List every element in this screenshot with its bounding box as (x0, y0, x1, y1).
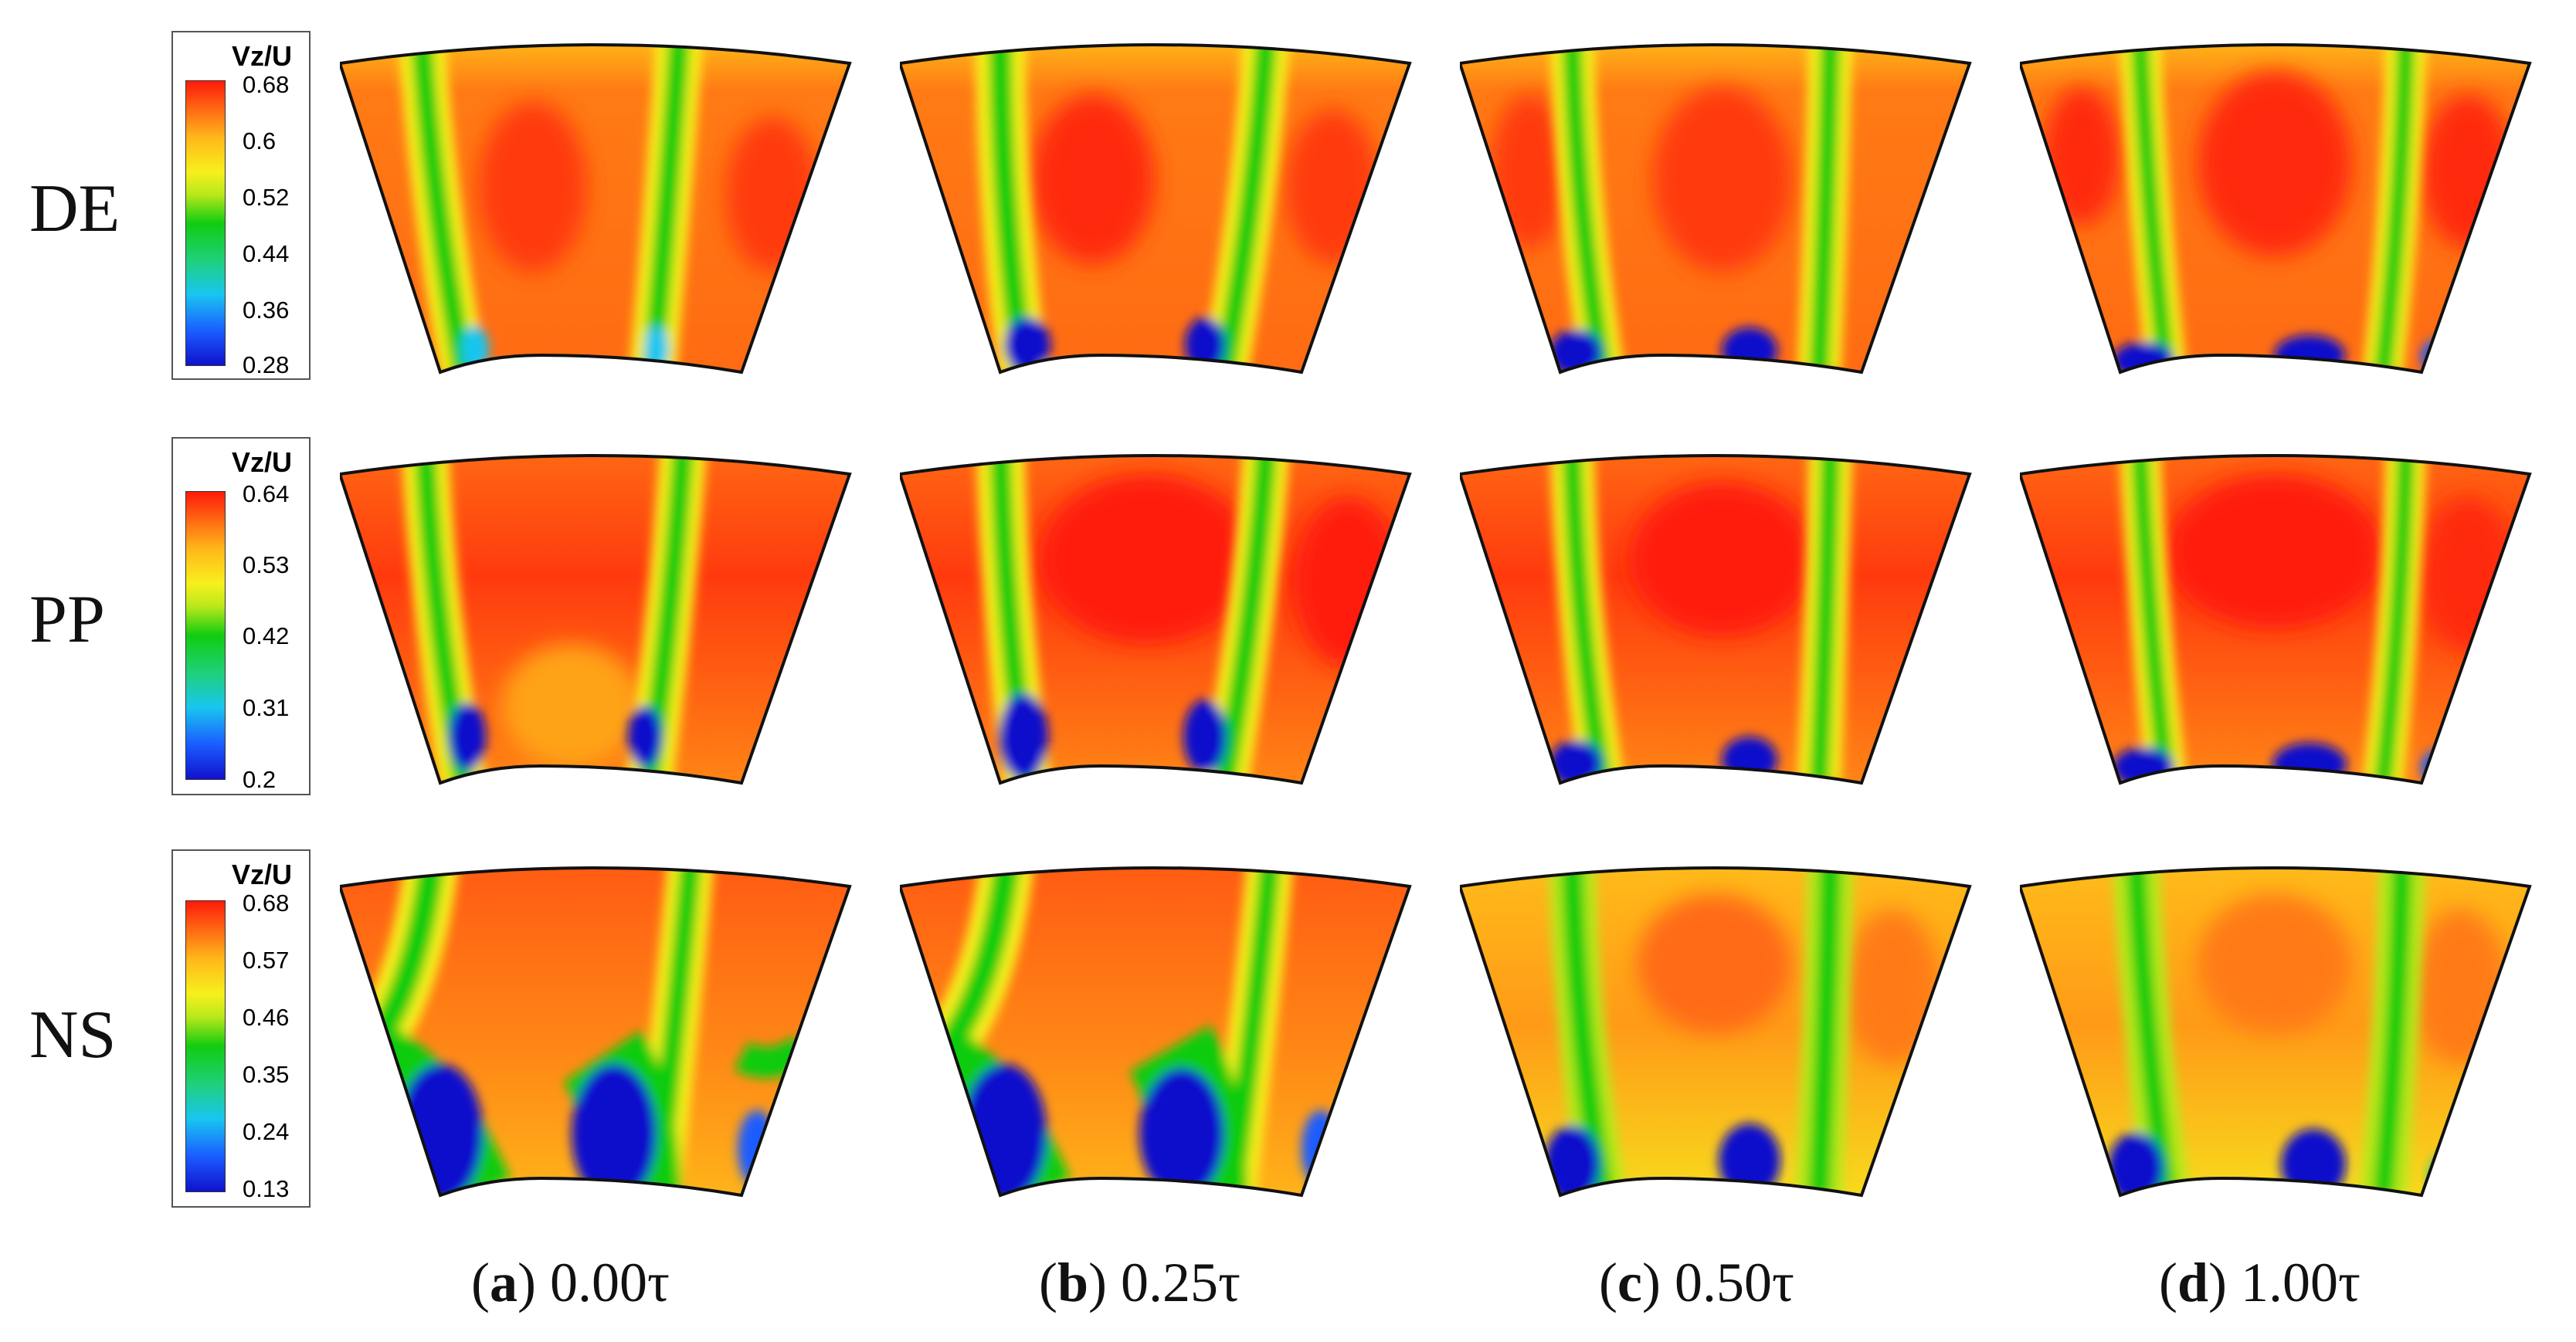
caption-letter: d (2177, 1252, 2209, 1313)
contour-panel-pp-d (2020, 454, 2532, 785)
colorbar-legend-ns: Vz/U 0.68 0.57 0.46 0.35 0.24 0.13 (171, 849, 311, 1208)
colorbar-tick: 0.42 (243, 622, 290, 649)
colorbar-tick: 0.36 (243, 297, 290, 324)
contour-panel-ns-b (900, 866, 1412, 1198)
contour-panel-ns-a (340, 866, 852, 1198)
caption-letter: c (1617, 1252, 1642, 1313)
colorbar-title: Vz/U (231, 446, 292, 478)
colorbar-gradient (185, 491, 226, 780)
row-label-pp: PP (29, 582, 105, 657)
contour-panel-de-c (1460, 43, 1972, 374)
colorbar-tick: 0.31 (243, 694, 290, 721)
contour-panel-pp-c (1460, 454, 1972, 785)
colorbar-tick: 0.57 (243, 947, 290, 974)
colorbar-title: Vz/U (231, 859, 292, 890)
colorbar-gradient (185, 80, 226, 366)
contour-panel-ns-c (1460, 866, 1972, 1198)
colorbar-tick: 0.6 (243, 127, 277, 154)
colorbar-tick: 0.46 (243, 1004, 290, 1031)
caption-letter: b (1057, 1252, 1089, 1313)
colorbar-tick: 0.13 (243, 1175, 290, 1202)
colorbar-tick: 0.35 (243, 1061, 290, 1088)
colorbar-gradient (185, 900, 226, 1192)
contour-panel-de-b (900, 43, 1412, 374)
contour-panel-pp-b (900, 454, 1412, 785)
caption-a: (a) 0.00τ (471, 1252, 670, 1313)
contour-panel-ns-d (2020, 866, 2532, 1198)
colorbar-tick: 0.64 (243, 480, 290, 507)
colorbar-tick: 0.2 (243, 766, 277, 793)
colorbar-tick: 0.68 (243, 71, 290, 98)
colorbar-tick: 0.24 (243, 1118, 290, 1145)
caption-time: 0.25τ (1121, 1252, 1240, 1313)
caption-letter: a (489, 1252, 518, 1313)
colorbar-legend-pp: Vz/U 0.64 0.53 0.42 0.31 0.2 (171, 437, 311, 795)
contour-panel-de-d (2020, 43, 2532, 374)
caption-c: (c) 0.50τ (1599, 1252, 1794, 1313)
colorbar-tick: 0.52 (243, 184, 290, 211)
caption-time: 0.50τ (1674, 1252, 1794, 1313)
caption-b: (b) 0.25τ (1039, 1252, 1240, 1313)
colorbar-legend-de: Vz/U 0.68 0.6 0.52 0.44 0.36 0.28 (171, 31, 311, 380)
colorbar-title: Vz/U (231, 40, 292, 72)
row-label-ns: NS (29, 998, 117, 1073)
caption-d: (d) 1.00τ (2159, 1252, 2360, 1313)
colorbar-tick: 0.53 (243, 551, 290, 578)
caption-time: 0.00τ (549, 1252, 670, 1313)
contour-panel-de-a (340, 43, 852, 374)
colorbar-tick: 0.68 (243, 890, 290, 917)
colorbar-tick: 0.44 (243, 240, 290, 267)
caption-time: 1.00τ (2241, 1252, 2360, 1313)
contour-panel-pp-a (340, 454, 852, 785)
colorbar-tick: 0.28 (243, 351, 290, 378)
row-label-de: DE (29, 171, 120, 246)
